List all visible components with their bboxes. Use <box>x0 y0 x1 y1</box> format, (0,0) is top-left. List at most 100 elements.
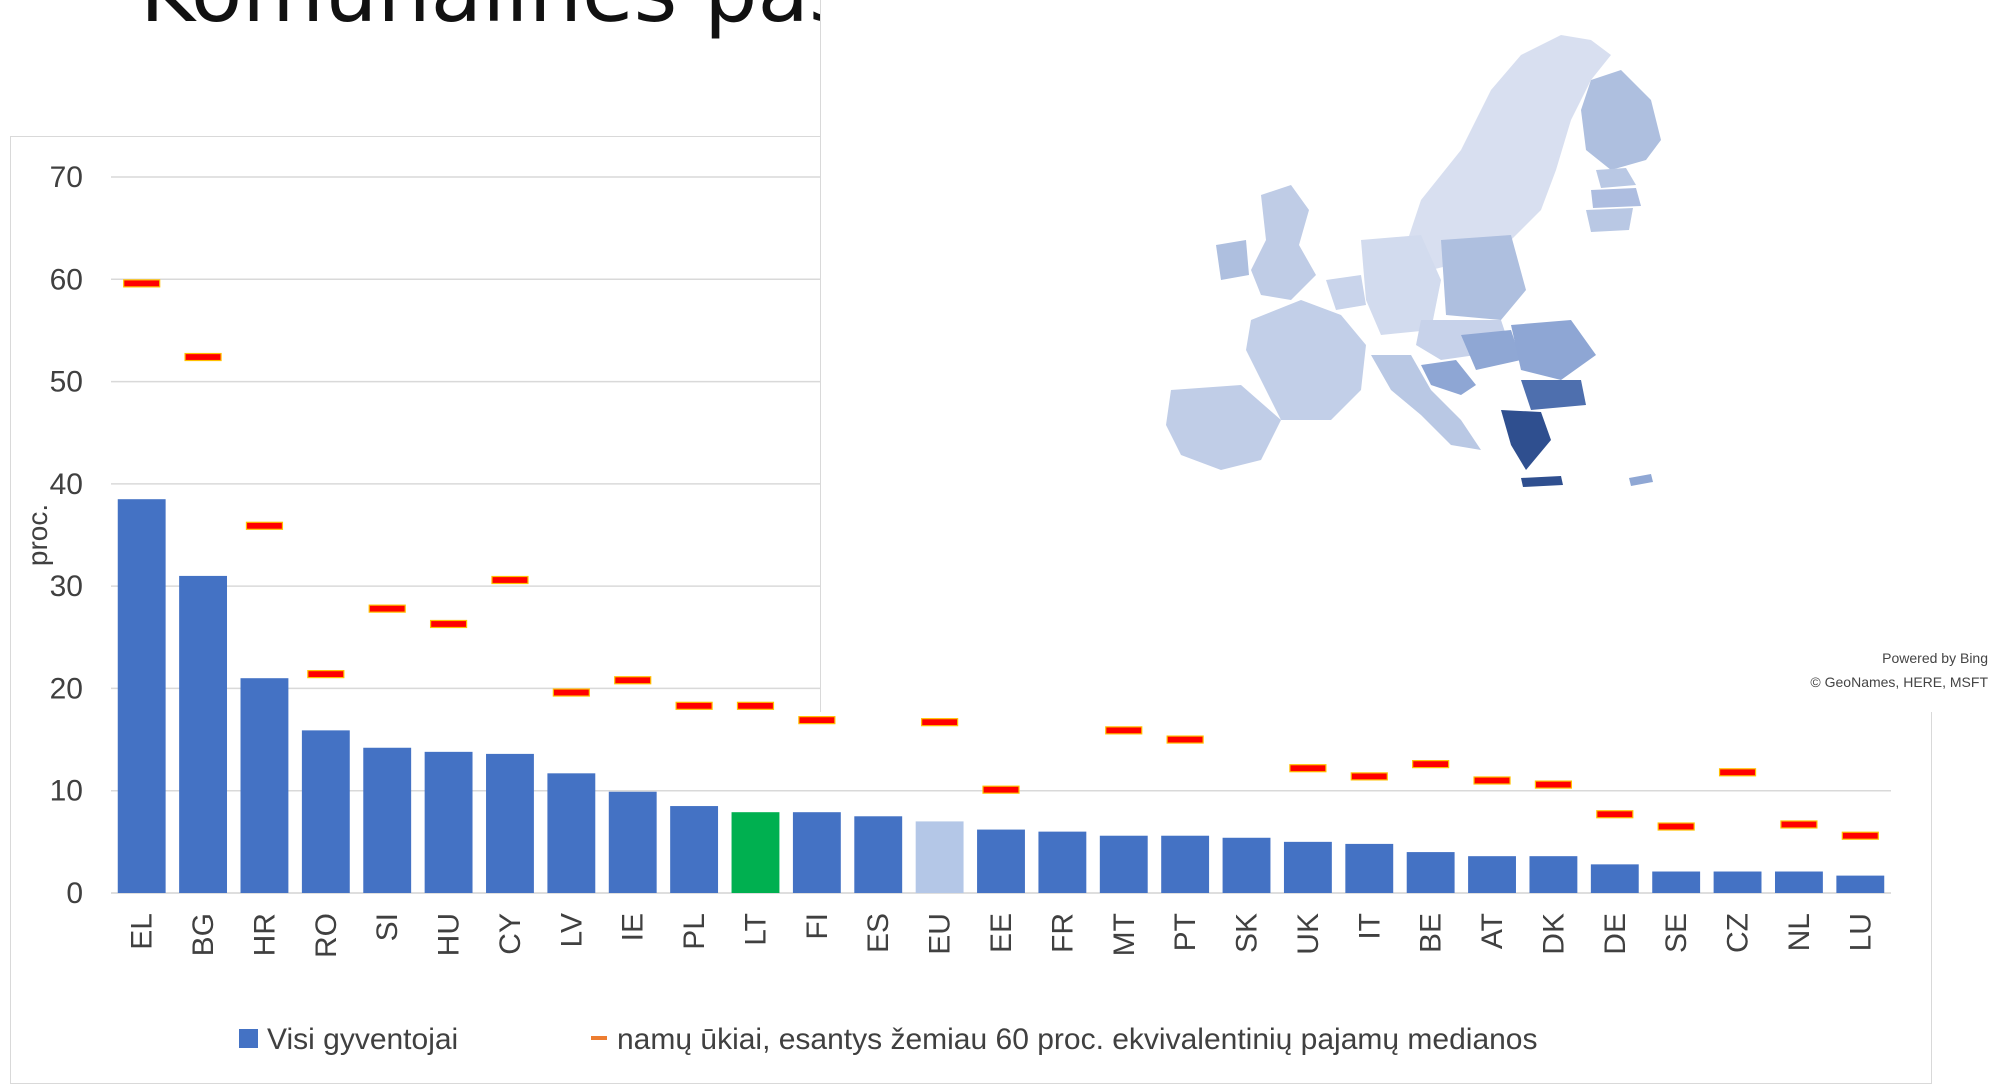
map-region-italy <box>1371 355 1481 450</box>
x-tick-label-RO: RO <box>310 913 343 958</box>
map-region-benelux <box>1326 275 1366 310</box>
x-tick-label-HU: HU <box>433 913 466 956</box>
y-tick-label: 30 <box>50 570 83 603</box>
marker-CY <box>491 575 529 585</box>
marker-SE <box>1657 822 1695 831</box>
bar-series <box>117 499 1885 893</box>
bar-HU <box>424 751 473 893</box>
marker-SI <box>368 604 406 613</box>
map-region-greece <box>1501 410 1551 470</box>
bar-IE <box>608 791 657 893</box>
y-tick-label: 20 <box>50 672 83 705</box>
marker-HR <box>245 521 284 530</box>
europe-map[interactable]: Powered by Bing © GeoNames, HERE, MSFT <box>820 0 1997 712</box>
x-tick-label-EE: EE <box>985 913 1018 953</box>
y-axis-label: proc. <box>22 504 53 566</box>
bar-UK <box>1283 841 1332 893</box>
legend-marker-swatch <box>591 1036 607 1040</box>
map-region-bulgaria <box>1521 380 1586 410</box>
bar-HR <box>240 678 289 893</box>
x-tick-label-LU: LU <box>1844 913 1877 951</box>
x-tick-label-UK: UK <box>1292 913 1325 955</box>
x-tick-label-NL: NL <box>1783 913 1816 951</box>
bar-MT <box>1099 835 1148 893</box>
y-tick-label: 70 <box>50 161 83 194</box>
y-axis-ticks: 0 10 20 30 40 50 60 70 <box>50 161 83 910</box>
marker-LT <box>736 701 775 710</box>
bar-NL <box>1774 871 1823 893</box>
marker-EL <box>123 279 161 288</box>
x-tick-label-AT: AT <box>1476 913 1509 949</box>
marker-DE <box>1596 810 1634 819</box>
map-region-poland <box>1441 235 1526 320</box>
legend-bar-label: Visi gyventojai <box>267 1023 458 1056</box>
map-region-uk <box>1251 185 1316 300</box>
x-tick-label-SK: SK <box>1231 913 1264 953</box>
x-tick-label-IE: IE <box>617 913 650 941</box>
bar-DE <box>1590 864 1639 893</box>
x-tick-label-SI: SI <box>371 913 404 941</box>
map-region-latvia <box>1591 188 1641 208</box>
map-region-lithuania <box>1586 208 1633 232</box>
bar-BE <box>1406 852 1455 893</box>
marker-IE <box>614 676 652 685</box>
map-region-ireland <box>1216 240 1249 280</box>
marker-BE <box>1412 760 1450 769</box>
x-tick-label-PL: PL <box>678 913 711 950</box>
map-region-iberia <box>1166 385 1281 470</box>
marker-HU <box>429 619 468 629</box>
x-tick-label-DE: DE <box>1599 913 1632 955</box>
bar-EE <box>977 829 1025 893</box>
map-region-france <box>1246 300 1366 420</box>
y-tick-label: 40 <box>50 468 83 501</box>
chart-legend: Visi gyventojai namų ūkiai, esantys žemi… <box>239 1023 1538 1056</box>
marker-PL <box>675 701 713 710</box>
marker-AT <box>1473 776 1511 785</box>
bar-CY <box>486 753 534 893</box>
map-region-norway-sweden <box>1401 35 1611 270</box>
marker-UK <box>1289 764 1327 773</box>
bar-FR <box>1038 831 1087 893</box>
y-tick-label: 10 <box>50 775 83 808</box>
marker-LV <box>552 688 590 697</box>
map-credit-line1: Powered by Bing <box>1882 650 1988 666</box>
marker-EU <box>921 718 959 727</box>
map-region-romania <box>1511 320 1596 380</box>
marker-CZ <box>1718 768 1757 777</box>
marker-LU <box>1841 831 1879 840</box>
bar-SK <box>1222 837 1271 893</box>
marker-FI <box>798 716 836 725</box>
marker-BG <box>184 352 222 362</box>
x-tick-label-LT: LT <box>739 913 772 946</box>
x-tick-label-ES: ES <box>862 913 895 953</box>
marker-IT <box>1350 772 1388 781</box>
y-tick-label: 60 <box>50 263 83 296</box>
x-tick-label-IT: IT <box>1353 913 1386 940</box>
x-tick-label-FI: FI <box>801 913 834 940</box>
x-tick-label-SE: SE <box>1660 913 1693 953</box>
bar-LU <box>1836 875 1885 893</box>
map-region-finland <box>1581 70 1661 170</box>
bar-EU <box>915 821 964 893</box>
marker-series <box>123 279 1879 840</box>
bar-SI <box>363 747 412 893</box>
bar-PT <box>1161 835 1210 893</box>
x-tick-label-CZ: CZ <box>1722 913 1755 953</box>
bar-DK <box>1529 856 1578 893</box>
y-tick-label: 0 <box>66 877 83 910</box>
bar-SE <box>1652 871 1701 893</box>
x-tick-label-EU: EU <box>924 913 957 955</box>
marker-RO <box>307 670 345 679</box>
x-tick-label-PT: PT <box>1169 913 1202 951</box>
marker-NL <box>1780 820 1818 829</box>
map-credit-line2: © GeoNames, HERE, MSFT <box>1810 674 1988 690</box>
legend-bar-swatch <box>239 1029 258 1048</box>
x-tick-label-EL: EL <box>126 913 159 950</box>
x-tick-label-CY: CY <box>494 913 527 955</box>
x-tick-label-DK: DK <box>1537 913 1570 955</box>
x-tick-label-FR: FR <box>1046 913 1079 953</box>
bar-BG <box>179 575 228 893</box>
bar-EL <box>117 499 166 893</box>
map-region-hungary <box>1461 330 1521 370</box>
x-axis-ticks: EL BG HR RO SI HU CY LV IE PL LT FI ES EU EE FR MT PT SK UK… <box>126 913 1878 958</box>
